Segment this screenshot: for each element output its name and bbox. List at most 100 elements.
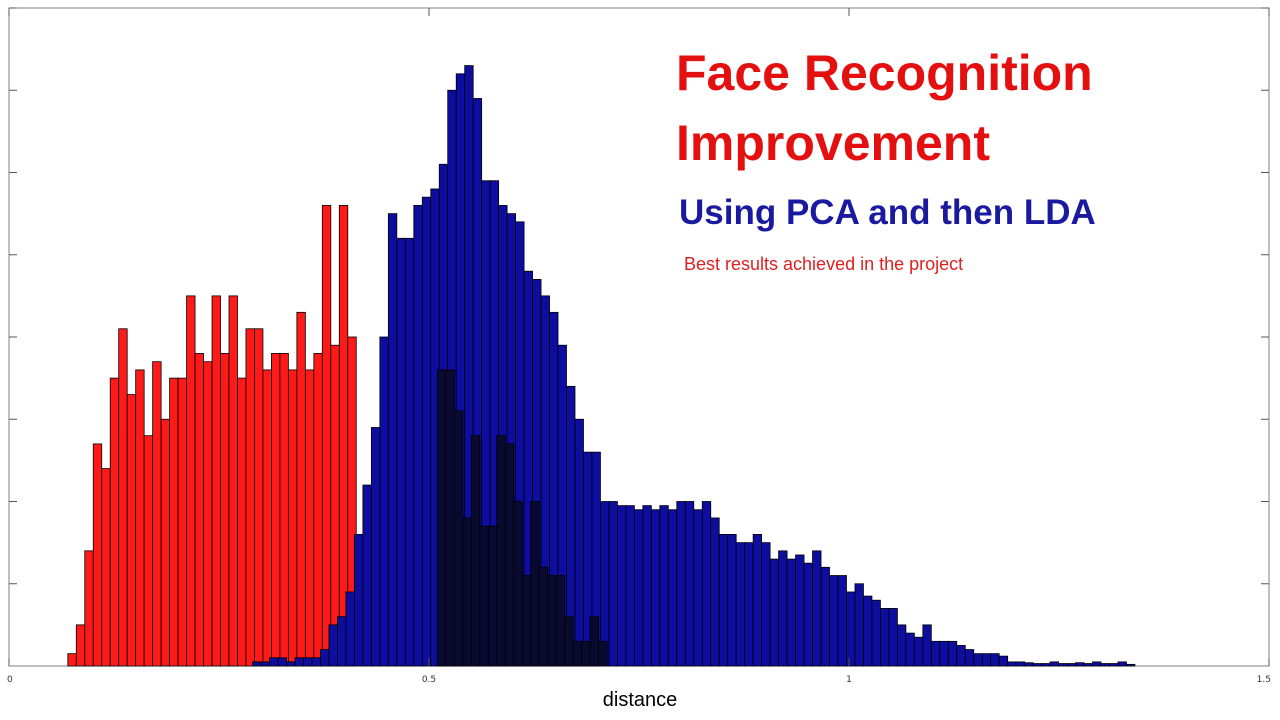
blue-bar — [1058, 663, 1068, 667]
blue-bar — [905, 632, 915, 667]
blue-bar — [769, 558, 780, 667]
blue-bar — [320, 649, 330, 667]
blue-bar — [608, 501, 618, 667]
blue-bar — [379, 336, 389, 667]
overlap-bar — [453, 410, 464, 667]
blue-bar — [930, 640, 941, 667]
red-bar — [245, 328, 255, 667]
blue-bar — [956, 645, 966, 667]
blue-bar — [617, 505, 627, 667]
overlap-bar — [598, 640, 608, 667]
blue-bar — [880, 608, 890, 667]
blue-bar — [1117, 661, 1127, 667]
x-tick-label: 1 — [846, 675, 852, 685]
red-bar — [262, 369, 272, 667]
overlap-bar — [462, 517, 472, 667]
overlap-bar — [572, 640, 583, 667]
blue-bar — [328, 624, 338, 667]
blue-bar — [667, 509, 678, 667]
blue-bar — [1015, 661, 1026, 667]
blue-bar — [286, 661, 296, 667]
red-bar — [92, 443, 103, 667]
red-bar — [313, 353, 323, 667]
blue-bar — [303, 657, 313, 667]
blue-bar — [981, 653, 992, 667]
blue-bar — [854, 583, 864, 667]
red-bar — [135, 369, 145, 667]
blue-bar — [404, 237, 415, 667]
blue-bar — [863, 595, 873, 667]
red-bar — [143, 435, 154, 667]
blue-bar — [676, 501, 686, 667]
red-bar — [254, 328, 264, 667]
red-bar — [75, 624, 86, 667]
red-bar — [101, 468, 111, 667]
blue-bar — [896, 624, 907, 667]
red-bar — [67, 653, 77, 667]
overlap-bar — [479, 525, 489, 667]
x-ticks: 0 0.5 1 1.5 — [7, 8, 1271, 685]
overlap-bar — [555, 575, 566, 667]
overlap-bar — [538, 566, 549, 667]
blue-bar — [990, 653, 1000, 667]
blue-bar — [260, 661, 270, 667]
slide-title-line1: Face Recognition — [676, 45, 1093, 101]
blue-bar — [778, 550, 788, 667]
blue-bar — [1041, 663, 1051, 667]
blue-bar — [846, 591, 856, 667]
blue-bar — [1109, 663, 1119, 667]
overlap-bar — [530, 501, 540, 667]
blue-bar — [964, 649, 975, 667]
blue-bar — [744, 542, 754, 667]
overlap-bar — [445, 369, 455, 667]
red-bar — [228, 295, 238, 667]
blue-bar — [311, 657, 321, 667]
blue-bar — [633, 509, 644, 667]
overlap-bar — [547, 575, 557, 667]
blue-bar — [1075, 662, 1085, 667]
red-bar — [220, 353, 230, 667]
blue-bar — [837, 575, 847, 667]
red-bar — [211, 295, 221, 667]
blue-bar — [913, 636, 924, 667]
red-bar — [321, 204, 332, 667]
red-bar — [186, 295, 196, 667]
y-ticks — [9, 7, 1269, 585]
blue-bar — [354, 534, 364, 667]
red-bar — [169, 377, 179, 667]
x-tick-label: 0.5 — [422, 675, 436, 685]
blue-bar — [922, 624, 932, 667]
red-bar — [296, 311, 306, 667]
blue-bar — [998, 655, 1009, 667]
blue-bar — [973, 653, 983, 667]
blue-bar — [421, 196, 432, 667]
overlap-bar — [487, 525, 498, 667]
red-bar — [237, 377, 247, 667]
blue-bar — [277, 657, 287, 667]
blue-bar — [1032, 663, 1043, 667]
overlap-bar — [564, 616, 574, 667]
blue-bar — [803, 562, 813, 667]
red-bar — [152, 361, 162, 667]
red-bar — [126, 394, 137, 667]
blue-bar — [1066, 663, 1076, 667]
blue-bar — [820, 566, 830, 667]
blue-bar — [786, 558, 796, 667]
bars-layer — [67, 65, 1136, 667]
red-bar — [271, 353, 281, 667]
blue-bar — [718, 534, 729, 667]
blue-bar — [829, 575, 839, 667]
overlap-bar — [504, 443, 515, 667]
overlap-bar — [589, 616, 599, 667]
overlap-bar — [436, 369, 447, 667]
blue-bar — [387, 213, 398, 667]
x-tick-label: 1.5 — [1257, 675, 1271, 685]
blue-bar — [795, 554, 805, 667]
blue-bar — [294, 657, 304, 667]
overlap-bar — [496, 435, 506, 667]
slide-subtitle: Using PCA and then LDA — [679, 193, 1096, 232]
blue-bar — [735, 542, 746, 667]
red-bar — [203, 361, 213, 667]
blue-bar — [761, 542, 771, 667]
blue-bar — [1083, 663, 1093, 667]
